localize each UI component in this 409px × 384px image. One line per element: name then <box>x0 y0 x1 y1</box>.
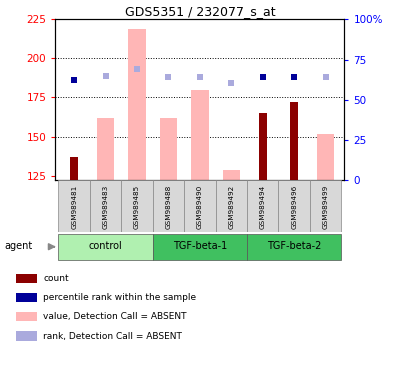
Bar <box>160 118 177 180</box>
Bar <box>258 113 266 180</box>
Text: TGF-beta-2: TGF-beta-2 <box>266 241 321 251</box>
Bar <box>16 331 37 341</box>
Bar <box>97 118 114 180</box>
Text: rank, Detection Call = ABSENT: rank, Detection Call = ABSENT <box>43 331 182 341</box>
Bar <box>184 180 215 232</box>
Text: GSM989494: GSM989494 <box>259 184 265 228</box>
Text: GSM989490: GSM989490 <box>196 184 202 228</box>
Bar <box>309 180 340 232</box>
Bar <box>222 169 239 180</box>
Text: control: control <box>88 241 122 251</box>
Text: agent: agent <box>4 241 32 251</box>
Point <box>165 74 171 80</box>
Bar <box>90 180 121 232</box>
Text: GSM989485: GSM989485 <box>134 184 140 228</box>
Bar <box>153 180 184 232</box>
Text: count: count <box>43 274 69 283</box>
Point <box>290 74 297 80</box>
Bar <box>246 180 278 232</box>
Bar <box>153 234 246 260</box>
Point <box>259 74 265 80</box>
Point <box>290 74 297 80</box>
Bar <box>128 28 145 180</box>
Bar <box>16 274 37 283</box>
Text: GSM989492: GSM989492 <box>228 184 234 228</box>
Text: TGF-beta-1: TGF-beta-1 <box>172 241 227 251</box>
Point <box>321 74 328 80</box>
Text: GSM989483: GSM989483 <box>102 184 108 228</box>
Point <box>133 66 140 72</box>
Point <box>196 74 203 80</box>
Bar <box>246 234 340 260</box>
Point <box>71 77 77 83</box>
Text: GSM989496: GSM989496 <box>290 184 297 228</box>
Point <box>259 74 265 80</box>
Bar <box>278 180 309 232</box>
Point <box>102 73 109 79</box>
Title: GDS5351 / 232077_s_at: GDS5351 / 232077_s_at <box>124 5 274 18</box>
Text: GSM989481: GSM989481 <box>71 184 77 228</box>
Bar <box>16 312 37 321</box>
Bar <box>191 89 208 180</box>
Text: value, Detection Call = ABSENT: value, Detection Call = ABSENT <box>43 312 186 321</box>
Text: GSM989499: GSM989499 <box>322 184 328 228</box>
Point <box>227 80 234 86</box>
Bar <box>70 157 78 180</box>
Bar <box>121 180 153 232</box>
Text: GSM989488: GSM989488 <box>165 184 171 228</box>
Bar <box>290 102 297 180</box>
Bar <box>58 234 153 260</box>
Bar <box>58 180 90 232</box>
Text: percentile rank within the sample: percentile rank within the sample <box>43 293 196 302</box>
Bar <box>215 180 246 232</box>
Bar <box>316 134 333 180</box>
Bar <box>16 293 37 302</box>
